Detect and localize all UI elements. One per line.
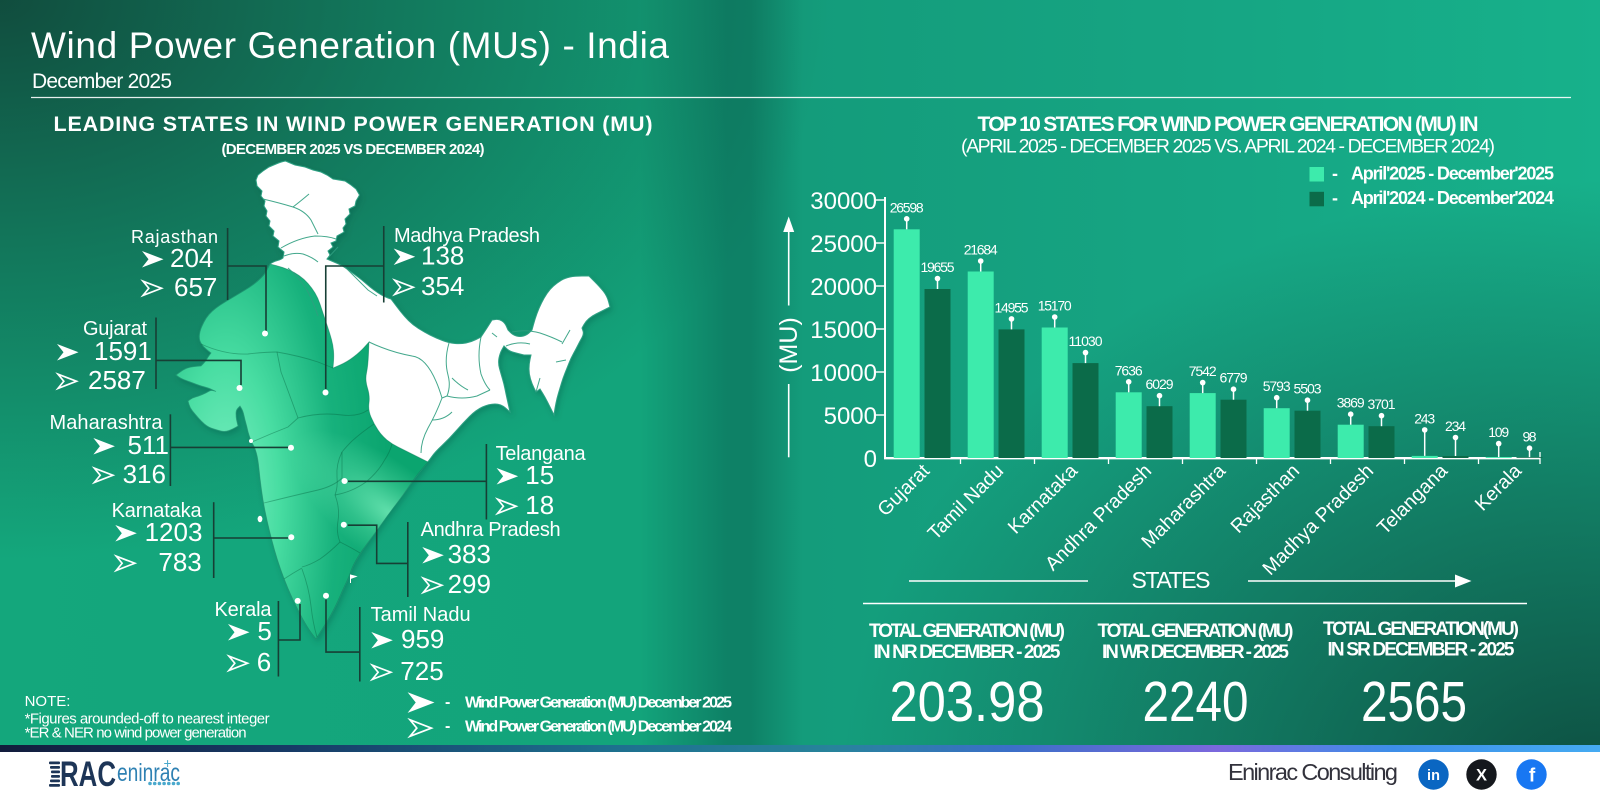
svg-text:234: 234 xyxy=(1445,418,1466,434)
svg-text:18: 18 xyxy=(525,490,554,520)
svg-text:3701: 3701 xyxy=(1368,396,1396,412)
svg-text:1203: 1203 xyxy=(145,517,203,547)
svg-text:20000: 20000 xyxy=(810,274,877,301)
svg-text:(DECEMBER 2025 VS DECEMBER 202: (DECEMBER 2025 VS DECEMBER 2024) xyxy=(222,141,485,158)
svg-text:15170: 15170 xyxy=(1038,298,1072,314)
svg-text:511: 511 xyxy=(128,430,169,460)
svg-text:LEADING STATES IN WIND POWER G: LEADING STATES IN WIND POWER GENERATION … xyxy=(54,112,653,136)
svg-text:11030: 11030 xyxy=(1069,333,1103,349)
svg-text:6779: 6779 xyxy=(1220,370,1248,386)
svg-text:1591: 1591 xyxy=(94,336,152,366)
svg-text:(MU): (MU) xyxy=(775,317,803,373)
svg-text:6: 6 xyxy=(257,647,271,677)
svg-text:204: 204 xyxy=(170,243,213,273)
svg-text:TOTAL GENERATION (MU): TOTAL GENERATION (MU) xyxy=(1098,621,1294,642)
svg-text:138: 138 xyxy=(421,241,464,271)
svg-text:TOP 10 STATES FOR WIND POWER G: TOP 10 STATES FOR WIND POWER GENERATION … xyxy=(978,113,1479,136)
svg-text:+: + xyxy=(164,755,172,771)
svg-text:243: 243 xyxy=(1414,410,1435,426)
svg-text:*Figures arounded-off to neare: *Figures arounded-off to nearest integer xyxy=(25,711,270,728)
svg-text:IN WR DECEMBER - 2025: IN WR DECEMBER - 2025 xyxy=(1102,642,1289,663)
svg-text:5000: 5000 xyxy=(824,403,877,430)
svg-text:Gujarat: Gujarat xyxy=(83,318,147,340)
svg-text:98: 98 xyxy=(1523,429,1537,445)
svg-text:725: 725 xyxy=(400,656,443,686)
svg-text:RAC: RAC xyxy=(60,755,116,794)
svg-text:383: 383 xyxy=(448,539,491,569)
svg-text:X: X xyxy=(1476,767,1487,785)
svg-text:-: - xyxy=(445,718,450,735)
svg-text:IN SR DECEMBER - 2025: IN SR DECEMBER - 2025 xyxy=(1328,640,1515,661)
svg-text:15: 15 xyxy=(525,460,554,490)
svg-text:Wind Power Generation (MU) Dec: Wind Power Generation (MU) December 2025 xyxy=(465,695,732,712)
svg-text:3869: 3869 xyxy=(1337,395,1365,411)
svg-text:21684: 21684 xyxy=(964,242,998,258)
svg-text:*ER & NER no wind power genera: *ER & NER no wind power generation xyxy=(25,725,247,742)
svg-text:657: 657 xyxy=(174,272,217,302)
svg-text:Kerala: Kerala xyxy=(215,599,273,621)
svg-text:Wind Power Generation (MUs) -: Wind Power Generation (MUs) - India xyxy=(31,25,669,66)
svg-text:10000: 10000 xyxy=(810,360,877,387)
svg-text:959: 959 xyxy=(401,624,444,654)
svg-text:30000: 30000 xyxy=(810,188,877,215)
svg-text:0: 0 xyxy=(864,446,877,473)
svg-text:25000: 25000 xyxy=(810,231,877,258)
svg-text:NOTE:: NOTE: xyxy=(25,693,71,710)
svg-text:19655: 19655 xyxy=(921,259,955,275)
svg-text:26598: 26598 xyxy=(890,199,924,215)
svg-text:2565: 2565 xyxy=(1361,670,1467,734)
svg-text:2240: 2240 xyxy=(1143,670,1249,734)
svg-text:203.98: 203.98 xyxy=(890,670,1045,734)
svg-text:14955: 14955 xyxy=(995,299,1029,315)
svg-text:April'2024 - December'2024: April'2024 - December'2024 xyxy=(1351,188,1554,208)
svg-text:5793: 5793 xyxy=(1263,378,1291,394)
svg-text:IN NR DECEMBER - 2025: IN NR DECEMBER - 2025 xyxy=(874,642,1061,663)
svg-text:December 2025: December 2025 xyxy=(32,70,172,93)
svg-text:354: 354 xyxy=(421,271,464,301)
svg-text:15000: 15000 xyxy=(810,317,877,344)
svg-text:299: 299 xyxy=(448,569,491,599)
svg-text:Eninrac Consulting: Eninrac Consulting xyxy=(1228,759,1398,785)
svg-text:-: - xyxy=(445,694,450,711)
svg-text:Andhra Pradesh: Andhra Pradesh xyxy=(421,519,561,541)
svg-text:783: 783 xyxy=(158,547,201,577)
svg-text:f: f xyxy=(1529,766,1536,787)
svg-text:7636: 7636 xyxy=(1115,362,1143,378)
svg-text:in: in xyxy=(1427,768,1440,784)
svg-text:7542: 7542 xyxy=(1189,363,1217,379)
svg-text:Madhya Pradesh: Madhya Pradesh xyxy=(394,225,540,247)
svg-text:2587: 2587 xyxy=(88,365,146,395)
svg-text:TOTAL GENERATION(MU): TOTAL GENERATION(MU) xyxy=(1323,619,1519,640)
svg-text:6029: 6029 xyxy=(1146,376,1174,392)
svg-text:Telangana: Telangana xyxy=(496,443,587,465)
svg-text:109: 109 xyxy=(1488,424,1509,440)
svg-text:Wind Power Generation (MU) Dec: Wind Power Generation (MU) December 2024 xyxy=(465,719,732,736)
svg-text:316: 316 xyxy=(123,459,166,489)
svg-text:-: - xyxy=(1332,164,1338,184)
svg-text:Tamil Nadu: Tamil Nadu xyxy=(371,604,471,626)
svg-text:Karnataka: Karnataka xyxy=(112,500,203,522)
svg-text:Maharashtra: Maharashtra xyxy=(50,412,164,434)
svg-text:-: - xyxy=(1332,188,1338,208)
svg-text:Rajasthan: Rajasthan xyxy=(131,227,218,247)
svg-text:5: 5 xyxy=(257,616,271,646)
svg-text:STATES: STATES xyxy=(1132,567,1211,593)
svg-text:TOTAL GENERATION (MU): TOTAL GENERATION (MU) xyxy=(869,621,1065,642)
svg-text:(APRIL 2025 - DECEMBER 2025 VS: (APRIL 2025 - DECEMBER 2025 VS. APRIL 20… xyxy=(961,136,1495,158)
svg-text:April'2025 - December'2025: April'2025 - December'2025 xyxy=(1351,164,1554,184)
svg-text:5503: 5503 xyxy=(1294,381,1322,397)
